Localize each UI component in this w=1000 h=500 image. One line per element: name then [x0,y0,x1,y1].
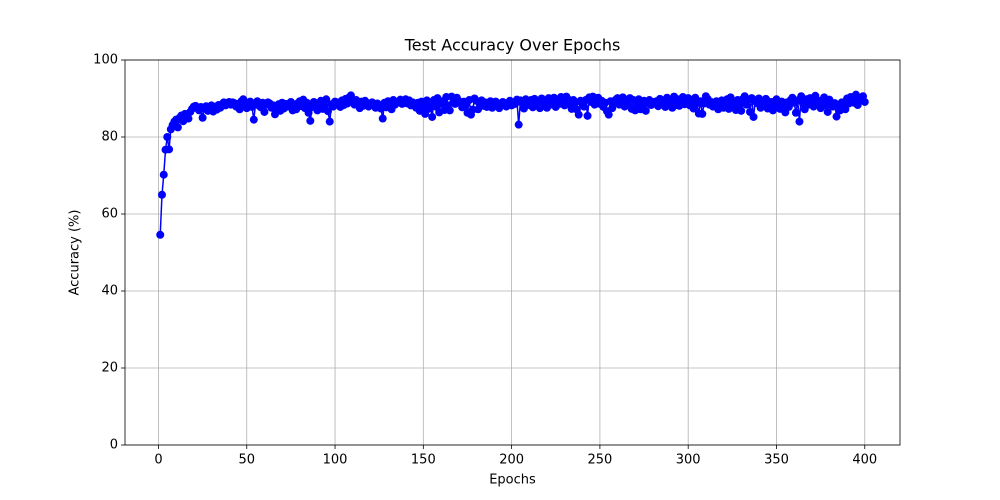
data-point [791,108,800,117]
data-point [198,113,207,122]
data-point [159,170,168,179]
data-point [184,114,193,123]
data-point [260,107,269,116]
data-point [323,107,332,116]
data-point [325,117,334,126]
data-point [156,230,165,239]
x-tick-label: 300 [676,453,701,468]
y-tick-label: 80 [101,130,118,145]
data-point [580,102,589,111]
y-tick-label: 60 [101,207,118,222]
data-point [583,111,592,120]
data-point [698,109,707,118]
x-tick-label: 250 [587,453,612,468]
x-tick-label: 0 [154,453,162,468]
y-tick-label: 40 [101,284,118,299]
data-point [604,110,613,119]
x-tick-label: 150 [411,453,436,468]
data-point [795,117,804,126]
data-point [641,106,650,115]
data-point [173,123,182,132]
data-point [249,115,258,124]
data-point [306,116,315,125]
data-point [823,107,832,116]
x-tick-label: 400 [852,453,877,468]
x-tick-label: 100 [323,453,348,468]
y-axis-label: Accuracy (%) [68,210,83,296]
data-point [749,112,758,121]
data-point [832,112,841,121]
data-point [428,112,437,121]
x-tick-label: 350 [764,453,789,468]
data-point [445,106,454,115]
x-tick-label: 200 [499,453,524,468]
y-tick-label: 20 [101,361,118,376]
data-point [841,105,850,114]
data-point [378,114,387,123]
data-point [737,106,746,115]
data-point [304,108,313,117]
data-point [165,145,174,154]
y-tick-label: 100 [93,53,118,68]
data-point [574,110,583,119]
data-point [860,97,869,106]
data-point [346,91,355,100]
data-point [322,95,331,104]
data-point [514,120,523,129]
x-tick-label: 50 [238,453,255,468]
plot-frame [124,59,901,446]
chart-title: Test Accuracy Over Epochs [404,36,621,55]
x-axis-label: Epochs [489,473,536,488]
y-tick-label: 0 [110,438,118,453]
data-point [157,190,166,199]
data-point [163,133,172,141]
